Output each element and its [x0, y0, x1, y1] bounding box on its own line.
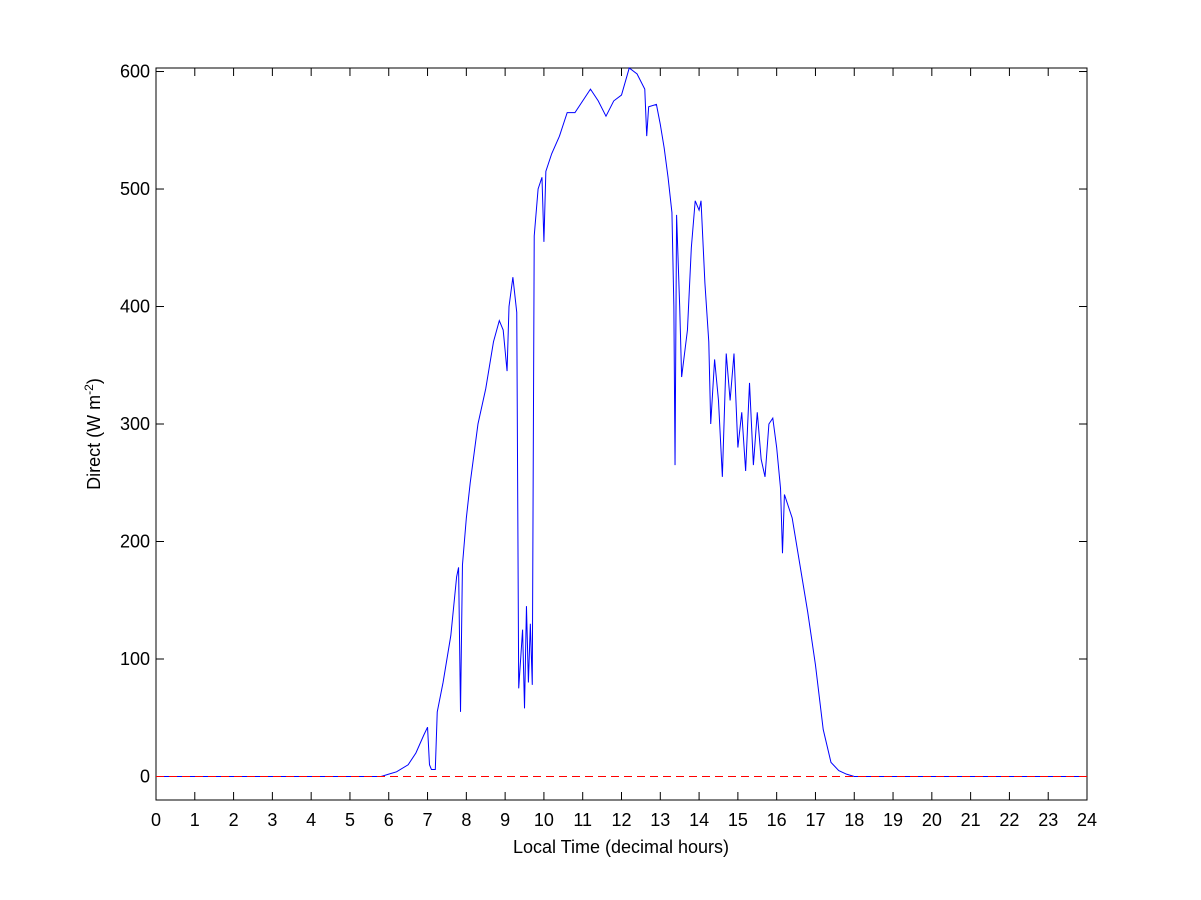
y-tick-label: 500 [120, 179, 150, 199]
x-tick-label: 14 [689, 810, 709, 830]
y-tick-label: 200 [120, 532, 150, 552]
x-tick-label: 20 [922, 810, 942, 830]
y-label-sup: -2 [82, 384, 96, 395]
y-axis-label: Direct (W m-2) [82, 378, 104, 490]
x-tick-label: 10 [534, 810, 554, 830]
x-tick-label: 18 [844, 810, 864, 830]
x-tick-label: 3 [267, 810, 277, 830]
x-tick-label: 7 [423, 810, 433, 830]
y-tick-label: 0 [140, 767, 150, 787]
x-tick-label: 2 [229, 810, 239, 830]
x-axis-label: Local Time (decimal hours) [513, 837, 729, 857]
x-tick-label: 17 [805, 810, 825, 830]
plot-area [155, 67, 1088, 801]
y-label-suffix: ) [84, 378, 104, 384]
y-tick-label: 400 [120, 297, 150, 317]
x-tick-label: 13 [650, 810, 670, 830]
x-tick-label: 22 [999, 810, 1019, 830]
x-tick-label: 1 [190, 810, 200, 830]
x-tick-label: 15 [728, 810, 748, 830]
x-tick-label: 9 [500, 810, 510, 830]
x-tick-label: 23 [1038, 810, 1058, 830]
x-tick-label: 8 [461, 810, 471, 830]
y-label-text: Direct (W m [84, 395, 104, 490]
x-tick-label: 12 [611, 810, 631, 830]
y-tick-label: 100 [120, 649, 150, 669]
x-tick-label: 11 [573, 810, 592, 830]
data-line [156, 67, 1087, 778]
x-tick-label: 5 [345, 810, 355, 830]
x-tick-label: 4 [306, 810, 316, 830]
x-tick-label: 0 [151, 810, 161, 830]
x-tick-label: 19 [883, 810, 903, 830]
y-tick-label: 600 [120, 62, 150, 82]
y-tick-label: 300 [120, 414, 150, 434]
x-tick-label: 6 [384, 810, 394, 830]
x-tick-label: 16 [767, 810, 787, 830]
x-tick-label: 21 [961, 810, 981, 830]
x-tick-label: 24 [1077, 810, 1097, 830]
